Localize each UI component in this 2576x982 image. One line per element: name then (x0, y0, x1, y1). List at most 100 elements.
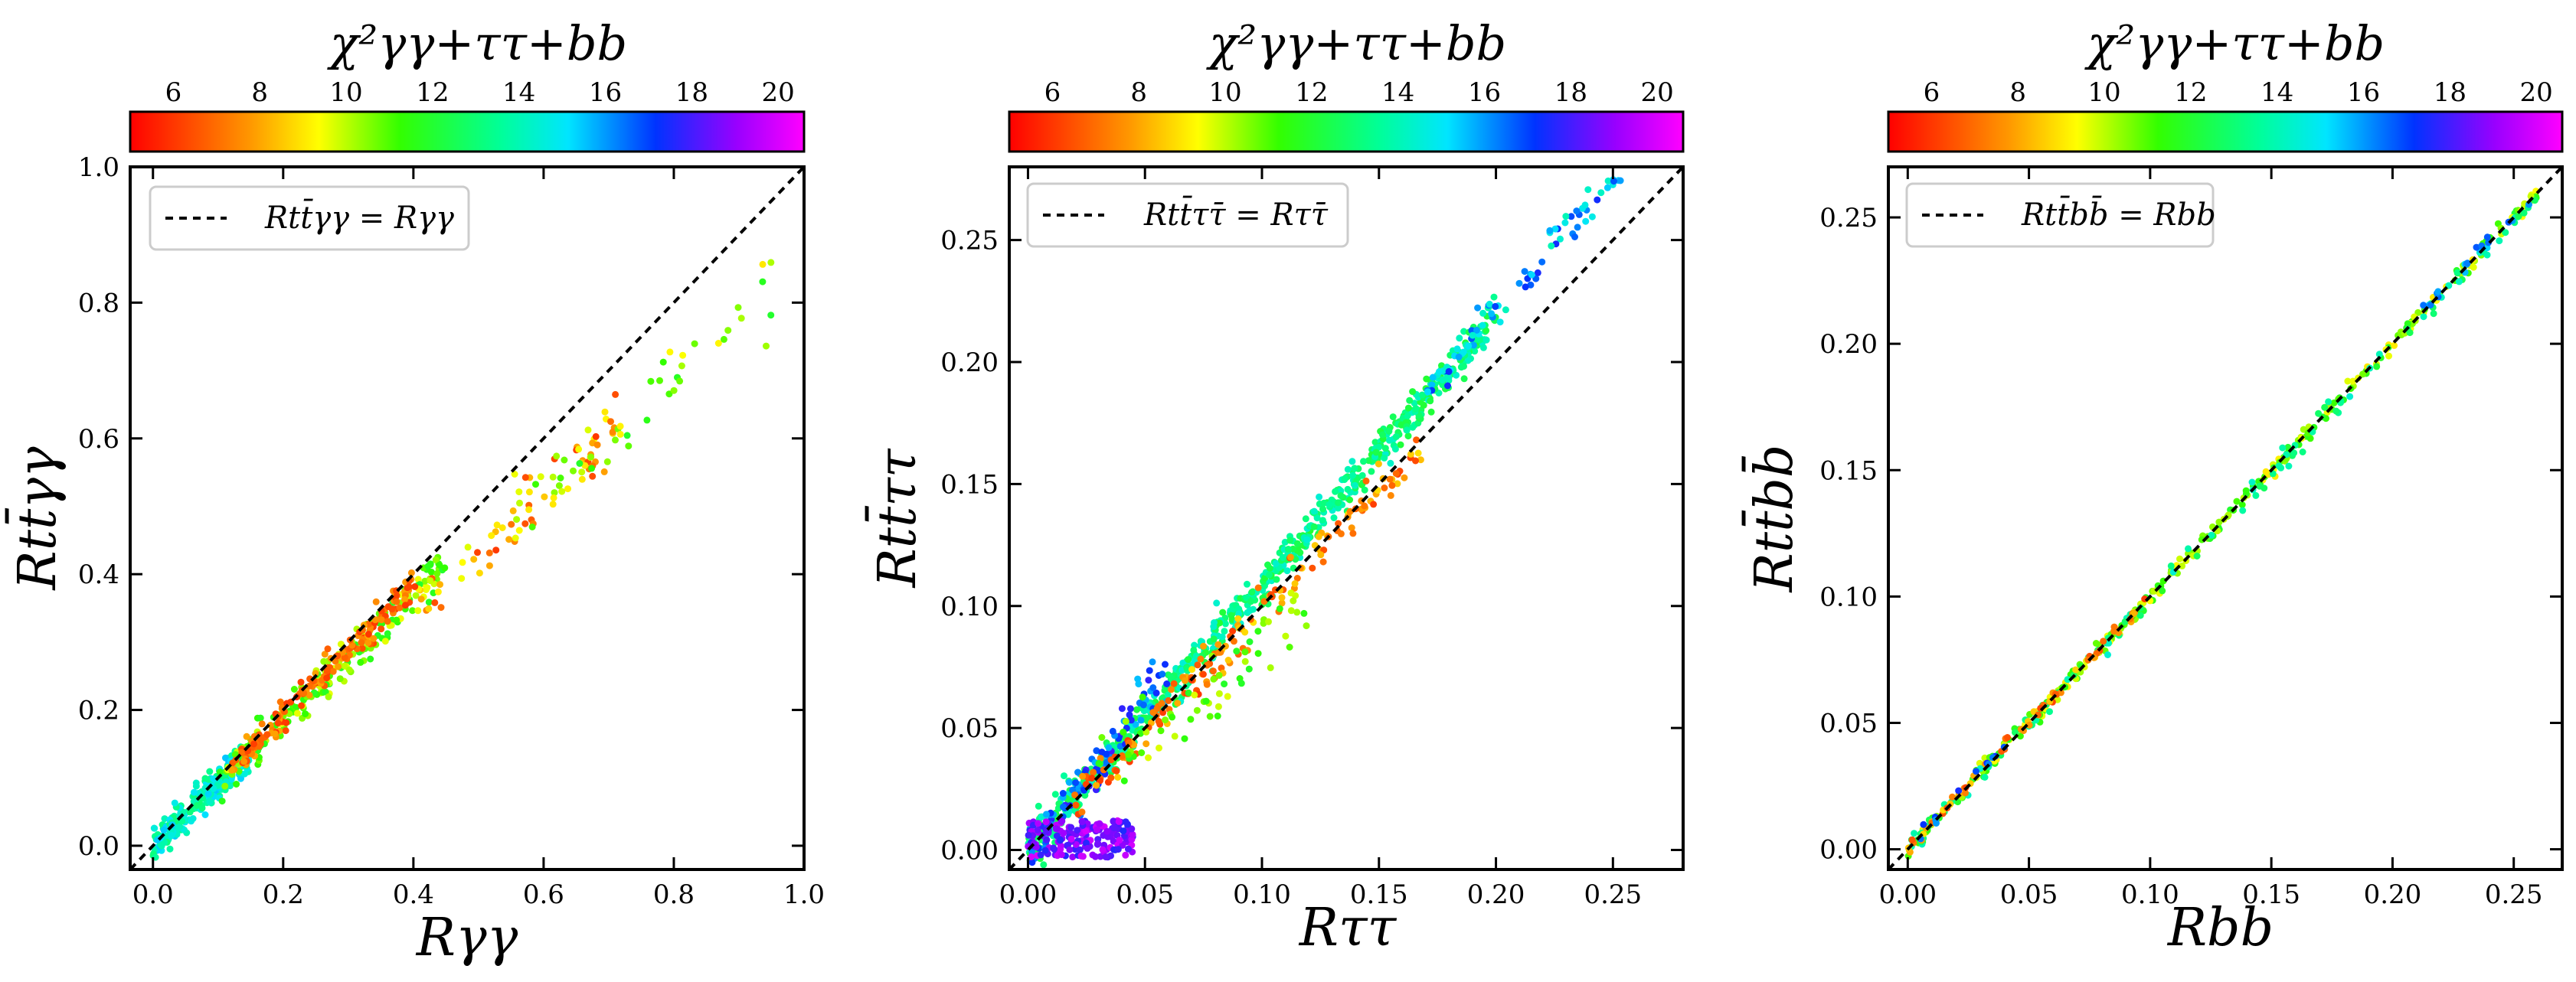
scatter-point (1473, 326, 1480, 334)
scatter-point (401, 602, 409, 609)
scatter-point (166, 845, 174, 853)
scatter-point (1043, 836, 1051, 843)
scatter-point (1334, 499, 1342, 507)
scatter-point (1221, 628, 1228, 635)
scatter-point (2262, 468, 2270, 475)
scatter-point (1145, 677, 1152, 684)
legend-box (1905, 182, 2215, 248)
scatter-point (1110, 824, 1118, 832)
scatter-point (1221, 620, 1229, 628)
scatter-point (192, 779, 200, 787)
scatter-point (1159, 709, 1167, 716)
scatter-point (521, 474, 529, 481)
scatter-point (2057, 689, 2064, 697)
scatter-point (1290, 597, 1297, 605)
scatter-point (1126, 711, 1133, 719)
scatter-point (1122, 851, 1129, 859)
scatter-point (515, 488, 523, 496)
scatter-point (2430, 310, 2437, 318)
scatter-point (1527, 281, 1535, 289)
colorbar-tick-label: 16 (1468, 77, 1501, 108)
scatter-point (1414, 449, 1422, 457)
scatter-point (283, 700, 291, 707)
scatter-point (1129, 830, 1136, 838)
scatter-point (1490, 293, 1498, 301)
scatter-point (1455, 353, 1463, 361)
colorbar-tick-label: 8 (251, 77, 268, 108)
scatter-point (161, 839, 168, 847)
scatter-point (1387, 459, 1394, 467)
scatter-point (2242, 487, 2250, 494)
scatter-point (1315, 533, 1322, 540)
scatter-point (302, 710, 309, 718)
scatter-point (1351, 465, 1358, 472)
scatter-point (1603, 184, 1611, 191)
scatter-point (647, 377, 655, 385)
y-tick-label: 0.25 (1819, 203, 1878, 233)
scatter-point (1137, 716, 1145, 724)
scatter-point (470, 556, 478, 563)
colorbar-bar (1887, 110, 2564, 153)
scatter-point (412, 592, 420, 599)
scatter-point (1244, 580, 1250, 588)
scatter-point (1302, 515, 1309, 523)
plot-area: 0.00 0.05 0.10 0.15 0.20 0.25 0.00 0.05 0.10 0.1… (1819, 165, 2564, 910)
scatter-point (1381, 454, 1388, 462)
scatter-point (1169, 713, 1176, 721)
scatter-point (321, 651, 329, 658)
scatter-point (670, 387, 678, 394)
scatter-point (436, 561, 443, 569)
y-axis-title: Rtt̄bb̄ (1742, 445, 1805, 594)
scatter-point (2373, 363, 2381, 370)
scatter-point (1092, 853, 1099, 860)
scatter-point (2110, 623, 2118, 631)
scatter-point (2279, 444, 2287, 452)
scatter-point (396, 604, 404, 612)
scatter-point (2167, 562, 2175, 569)
scatter-point (1149, 709, 1157, 716)
scatter-point (485, 562, 493, 569)
scatter-point (1246, 638, 1254, 645)
scatter-point (1095, 759, 1103, 767)
scatter-point (1438, 362, 1445, 370)
scatter-point (276, 698, 284, 706)
scatter-point (656, 377, 663, 384)
scatter-point (1320, 499, 1328, 507)
scatter-point (1090, 768, 1097, 776)
scatter-point (2332, 407, 2340, 415)
scatter-point (1266, 571, 1273, 579)
panel-yy: χ²γγ+ττ+bb 6 8 10 12 14 16 18 20 0.0 0.2 0.4 0.6 0.… (5, 15, 825, 968)
scatter-point (1210, 675, 1218, 683)
scatter-point (1133, 706, 1140, 713)
scatter-point (603, 458, 611, 465)
scatter-point (1224, 693, 1231, 700)
scatter-point (433, 569, 441, 577)
scatter-point (257, 736, 265, 743)
legend-label: Rtt̄γγ = Rγγ (264, 198, 454, 236)
scatter-point (1981, 774, 1989, 781)
scatter-point (1214, 703, 1222, 710)
scatter-point (1522, 283, 1529, 291)
plot-area: 0.00 0.05 0.10 0.15 0.20 0.25 0.00 0.05 0.10 0.1… (940, 165, 1685, 910)
scatter-point (1035, 802, 1042, 810)
scatter-point (2325, 398, 2332, 406)
scatter-point (1139, 693, 1146, 701)
x-ticks: 0.00 0.05 0.10 0.15 0.20 0.25 (999, 167, 1642, 910)
scatter-point (1221, 680, 1228, 688)
scatter-point (1303, 536, 1311, 543)
colorbar-tick-label: 14 (502, 77, 535, 108)
scatter-point (609, 428, 616, 436)
scatter-point (388, 605, 396, 613)
scatter-point (335, 663, 342, 670)
scatter-point (1594, 196, 1601, 204)
scatter-point (1206, 713, 1214, 720)
scatter-point (515, 527, 523, 534)
legend: Rtt̄γγ = Rγγ (149, 185, 470, 251)
scatter-point (178, 817, 186, 825)
scatter-point (1574, 223, 1581, 231)
y-tick-label: 0.6 (78, 424, 119, 455)
scatter-point (1326, 501, 1333, 508)
x-tick-label: 0.00 (999, 879, 1058, 910)
scatter-point (1107, 756, 1115, 764)
scatter-point (414, 607, 422, 615)
